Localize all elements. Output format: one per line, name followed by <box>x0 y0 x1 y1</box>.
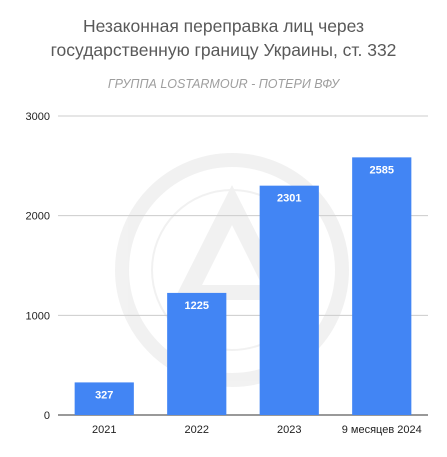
bar-data-label: 2301 <box>277 193 301 205</box>
x-tick-label: 2023 <box>277 424 301 436</box>
x-tick-label: 2022 <box>185 424 209 436</box>
bar <box>167 292 227 415</box>
bars: 327 1225 2301 2585 <box>74 157 412 415</box>
y-tick-label: 2000 <box>26 211 50 223</box>
y-tick-label: 1000 <box>26 310 50 322</box>
x-tick-label: 9 месяцев 2024 <box>342 424 422 436</box>
x-tick-label: 2021 <box>92 424 116 436</box>
bar <box>74 382 134 415</box>
chart-title-line-2: государственную границу Украины, ст. 332 <box>50 40 397 60</box>
bar-data-label: 327 <box>95 389 113 401</box>
bar <box>352 157 412 415</box>
y-tick-label: 0 <box>44 410 50 422</box>
axes: 0 1000 2000 3000 2021 2022 2023 9 месяцев 2024 <box>26 111 422 436</box>
y-tick-label: 3000 <box>26 111 50 123</box>
chart-title-line-1: Незаконная переправка лиц через <box>82 16 365 36</box>
bar-data-label: 1225 <box>185 300 209 312</box>
bar <box>259 185 319 415</box>
bar-data-label: 2585 <box>370 164 394 176</box>
chart-subtitle: ГРУППА LOSTARMOUR - ПОТЕРИ ВФУ <box>107 77 340 91</box>
